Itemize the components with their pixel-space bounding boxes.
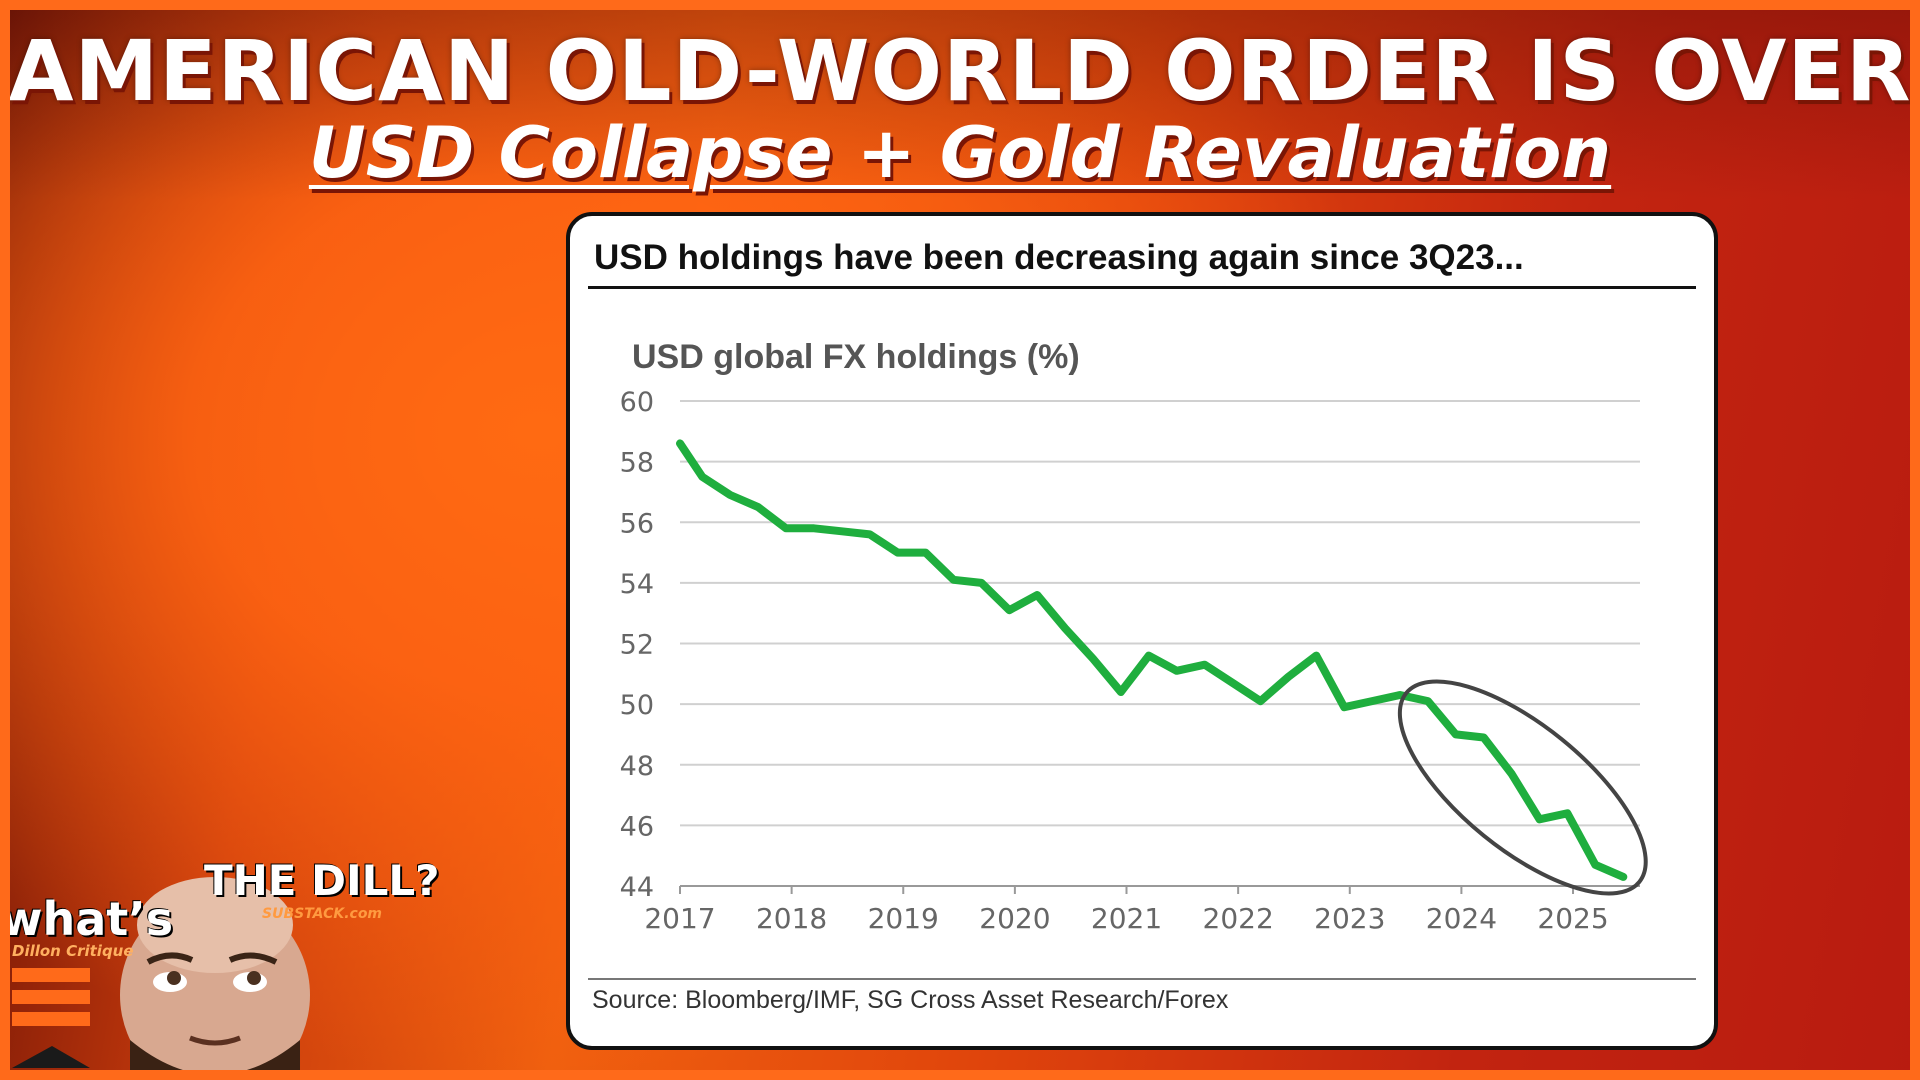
x-tick-label: 2022	[1203, 902, 1274, 935]
brand-dillon-text: Dillon Critique	[12, 942, 134, 960]
x-tick-label: 2023	[1314, 902, 1385, 935]
y-tick-label: 56	[620, 508, 654, 539]
y-tick-label: 58	[620, 448, 654, 479]
title-divider	[588, 286, 1696, 289]
brand-whats-text: what’s	[0, 892, 174, 946]
x-tick-label: 2021	[1091, 902, 1162, 935]
y-tick-label: 46	[620, 811, 654, 842]
page-title: AMERICAN OLD-WORLD ORDER IS OVER	[8, 22, 1912, 120]
x-tick-label: 2017	[644, 902, 715, 935]
chart-title: USD global FX holdings (%)	[632, 338, 1080, 376]
y-tick-label: 60	[620, 387, 654, 418]
annotation-ellipse	[1397, 679, 1648, 896]
brand-substack-text: SUBSTACK.com	[262, 906, 383, 922]
y-tick-label: 44	[620, 872, 654, 903]
y-tick-label: 48	[620, 751, 654, 782]
source-divider	[588, 978, 1696, 980]
brand-dill-text: THE DILL?	[204, 856, 440, 905]
y-tick-label: 54	[620, 569, 654, 600]
chart-card: USD holdings have been decreasing again …	[566, 212, 1718, 1050]
x-tick-label: 2024	[1426, 902, 1497, 935]
page-subtitle: USD Collapse + Gold Revaluation	[308, 112, 1612, 194]
x-tick-label: 2025	[1537, 902, 1608, 935]
series-line	[676, 439, 1628, 881]
chart-card-title: USD holdings have been decreasing again …	[594, 238, 1524, 277]
brand-logo-icon	[12, 968, 90, 1068]
header-shade	[0, 0, 1920, 200]
chart-source: Source: Bloomberg/IMF, SG Cross Asset Re…	[592, 986, 1229, 1014]
y-tick-label: 50	[620, 690, 654, 721]
x-tick-label: 2018	[756, 902, 827, 935]
x-tick-label: 2020	[979, 902, 1050, 935]
y-tick-label: 52	[620, 630, 654, 661]
line-chart: USD global FX holdings (%) 60 58 56 54 52 50 48…	[620, 338, 1648, 935]
x-tick-label: 2019	[868, 902, 939, 935]
